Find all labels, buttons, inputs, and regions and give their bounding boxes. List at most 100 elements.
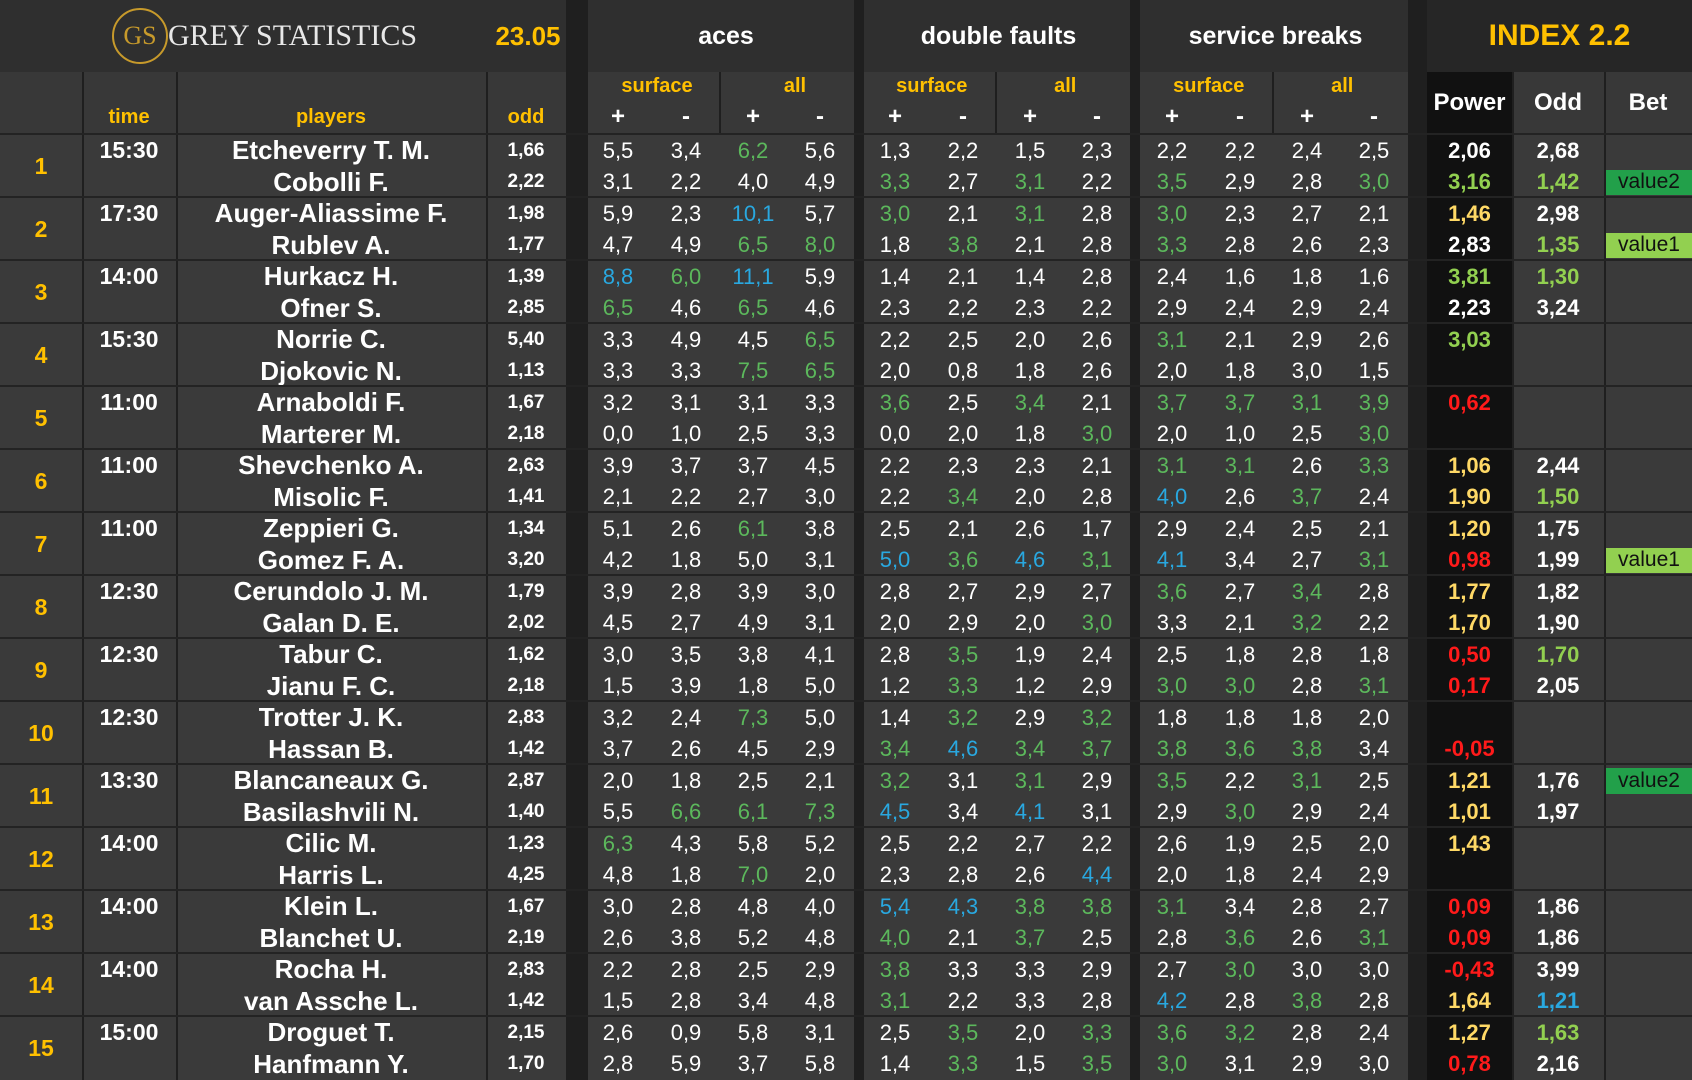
stat-value: 0,0 [602,421,634,447]
stat-value: 3,4 [1224,893,1256,919]
stat-value: 2,5 [879,830,911,856]
player-name: Cerundolo J. M. [233,576,429,607]
stat-value: 3,1 [1156,326,1188,352]
stat-value: 3,6 [1224,736,1256,762]
stat-value: 3,8 [879,956,911,982]
match-number: 15 [28,1035,54,1061]
stat-value: 3,1 [1081,547,1113,573]
stat-value: 3,6 [1156,1019,1188,1045]
stat-value: 3,0 [1291,358,1323,384]
stat-value: 2,8 [602,1051,634,1077]
stat-value: 4,8 [602,862,634,888]
player-odd: 1,79 [507,580,545,602]
match-time: 17:30 [99,200,159,227]
stat-value: 3,4 [1358,736,1390,762]
player-odd: 1,34 [507,517,545,539]
stat-value: 2,6 [602,925,634,951]
power-value: 3,81 [1448,263,1491,289]
stat-value: 5,9 [804,263,836,289]
stat-value: 3,2 [879,767,911,793]
match-divider [0,952,1692,954]
match-time: 15:30 [99,326,159,353]
plus-label: + [1022,103,1037,130]
stat-value: 4,0 [804,893,836,919]
match-divider [0,1015,1692,1017]
player-name: Auger-Aliassime F. [214,198,448,229]
all-label: all [1054,74,1077,97]
match-time: 12:30 [99,578,159,605]
stat-value: 4,5 [804,452,836,478]
odd-header: odd [507,105,545,128]
separator-2 [854,0,864,1080]
stat-value: 3,3 [1358,452,1390,478]
player-name: Jianu F. C. [266,670,396,701]
index-odd-value: 2,68 [1536,137,1580,163]
player-odd: 1,67 [507,391,545,413]
match-divider [0,511,1692,513]
player-odd: 1,70 [507,1053,545,1075]
stat-value: 3,9 [602,578,634,604]
stat-value: 1,8 [1291,704,1323,730]
stat-value: 3,7 [670,452,702,478]
match-number: 9 [34,657,48,683]
player-name: Ofner S. [280,292,382,323]
stat-value: 4,0 [737,169,769,195]
stat-value: 1,2 [1014,673,1046,699]
stat-value: 1,4 [1014,263,1046,289]
match-number: 6 [34,468,48,494]
stat-value: 10,1 [731,200,775,226]
player-odd: 1,66 [507,139,545,161]
match-number: 7 [34,531,48,557]
stat-value: 2,5 [1358,767,1390,793]
stat-value: 4,3 [947,893,979,919]
stat-value: 4,6 [670,295,702,321]
power-value [1427,356,1512,388]
stat-value: 2,9 [804,736,836,762]
player-odd: 2,18 [507,675,545,697]
plus-label: + [745,103,760,130]
date-label: 23.05 [495,20,561,51]
separator-3 [1130,0,1140,1080]
stat-value: 2,2 [879,452,911,478]
stat-value: 2,2 [947,830,979,856]
stat-value: 1,6 [1224,263,1256,289]
stat-value: 2,0 [602,767,634,793]
stat-value: 1,8 [1358,641,1390,667]
stat-value: 3,4 [1224,547,1256,573]
match-divider [0,763,1692,765]
player-name: van Assche L. [244,985,418,1016]
stat-value: 2,3 [1014,295,1046,321]
match-number: 5 [34,405,48,431]
power-value: 3,03 [1448,326,1491,352]
stat-value: 2,8 [1291,673,1323,699]
stat-value: 2,8 [1081,484,1113,510]
stat-value: 5,5 [602,137,634,163]
stat-value: 1,4 [879,263,911,289]
match-number: 4 [34,342,48,368]
stat-value: 2,1 [947,263,979,289]
stat-value: 2,7 [1224,578,1256,604]
all-label: all [783,74,807,97]
stat-value: 3,1 [804,610,836,636]
stat-value: 2,6 [1291,452,1323,478]
stat-value: 3,2 [1081,704,1113,730]
stat-value: 3,3 [804,421,836,447]
stat-value: 3,7 [737,452,769,478]
match-divider [0,196,1692,198]
stat-value: 2,7 [1081,578,1113,604]
bet-badge: value1 [1606,547,1692,573]
power-value: 2,06 [1448,137,1491,163]
stat-value: 1,0 [1224,421,1256,447]
power-value: 1,90 [1448,484,1491,510]
stat-value: 4,0 [879,925,911,951]
stat-value: 2,4 [1358,799,1390,825]
player-name: Djokovic N. [260,355,402,386]
match-number: 10 [28,720,54,746]
right-line-0 [1512,72,1514,1080]
stat-value: 5,0 [804,673,836,699]
player-name: Rublev A. [271,229,391,260]
surface-label: surface [896,74,968,97]
stat-value: 2,6 [602,1019,634,1045]
power-value: -0,43 [1444,956,1495,982]
stat-value: 2,3 [1358,232,1390,258]
